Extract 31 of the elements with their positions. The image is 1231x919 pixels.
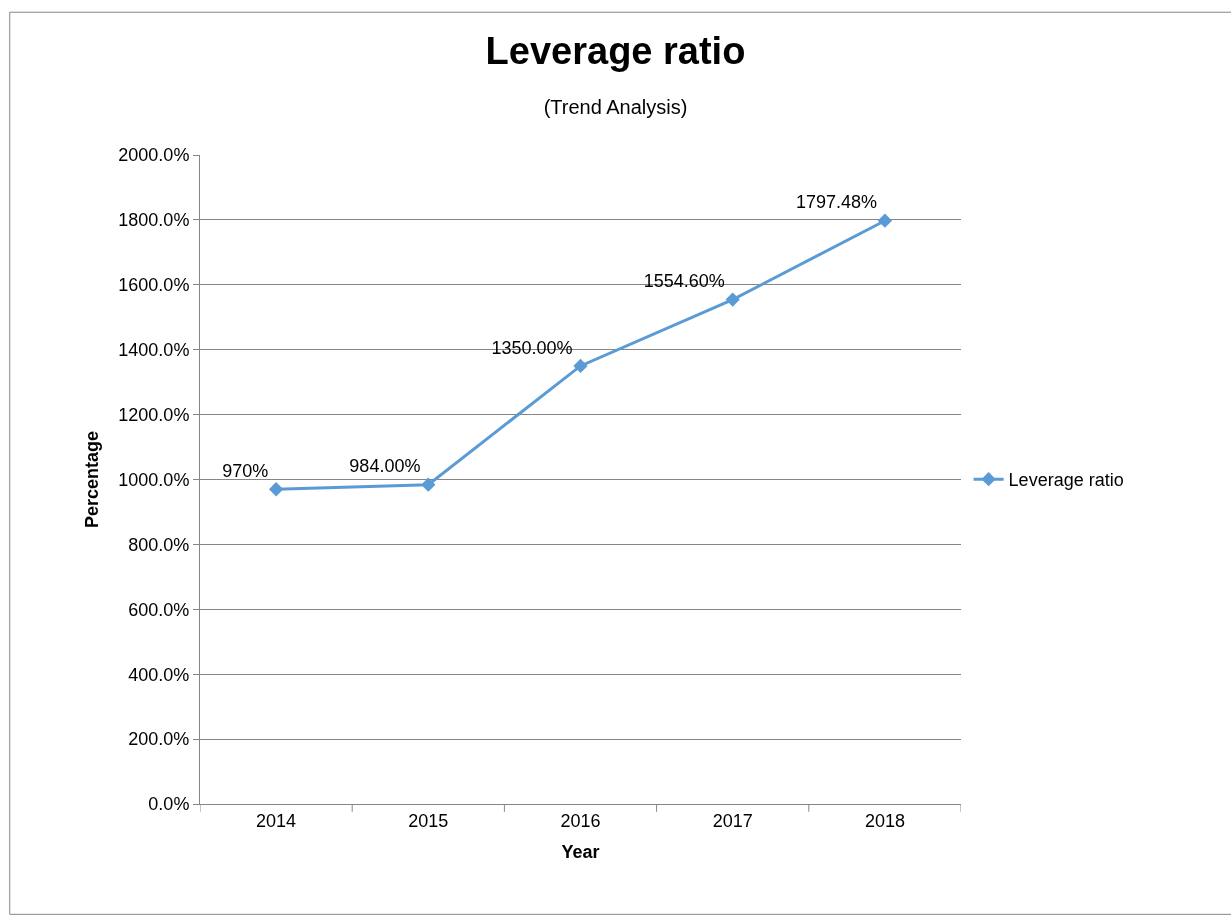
point: [421, 477, 436, 492]
data-label: 984.00%: [349, 456, 421, 477]
x-tick-label: 2018: [864, 810, 905, 831]
y-tick-label: 1000.0%: [118, 469, 190, 490]
data-label: 970%: [222, 460, 269, 481]
data-label: 1350.00%: [491, 337, 573, 358]
y-tick-label: 600.0%: [128, 599, 190, 620]
x-tick-label: 2017: [712, 810, 753, 831]
chart-title: Leverage ratio: [485, 30, 746, 73]
data-label: 1797.48%: [795, 192, 878, 213]
point: [573, 358, 588, 374]
y-tick-label: 2000.0%: [118, 145, 190, 166]
y-tick-label: 1800.0%: [118, 210, 190, 231]
y-tick-label: 0.0%: [148, 794, 190, 815]
y-tick-label: 1600.0%: [118, 275, 190, 296]
point: [268, 482, 284, 497]
y-tick-label: 800.0%: [128, 534, 190, 555]
point: [725, 292, 740, 307]
y-tick-label: 1400.0%: [118, 340, 190, 360]
data-label: 1554.60%: [643, 271, 725, 292]
x-tick-label: 2014: [256, 810, 297, 831]
y-tick-label: 400.0%: [128, 664, 190, 685]
legend-label: Leverage ratio: [1008, 470, 1124, 491]
chart-subtitle: (Trend Analysis): [543, 95, 688, 118]
y-tick-label: 200.0%: [128, 729, 190, 750]
x-tick-label: 2016: [560, 810, 601, 831]
y-axis-title: Percentage: [81, 430, 102, 529]
point: [877, 213, 893, 228]
x-axis-title: Year: [561, 841, 600, 862]
y-tick-label: 1200.0%: [118, 404, 190, 425]
x-tick-label: 2015: [408, 810, 449, 831]
